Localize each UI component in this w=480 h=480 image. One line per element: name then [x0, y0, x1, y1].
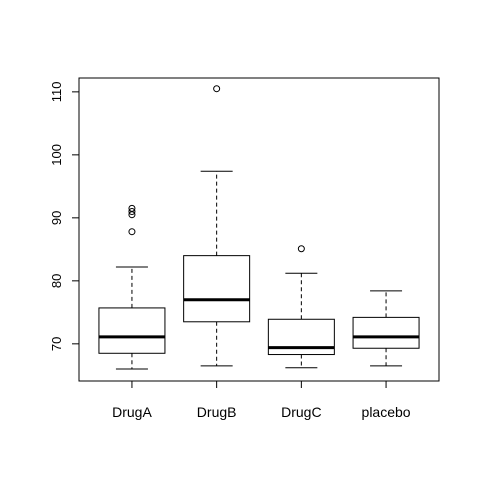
- iqr-box: [352, 316, 420, 349]
- outlier-point: [128, 204, 136, 212]
- box-series: [98, 85, 420, 370]
- y-tick-label: 90: [49, 211, 64, 225]
- x-tick-label: DrugA: [112, 404, 152, 420]
- x-tick-label: DrugB: [197, 404, 237, 420]
- iqr-box: [183, 255, 251, 323]
- y-tick-label: 80: [49, 274, 64, 288]
- x-tick-label: DrugC: [281, 404, 321, 420]
- box-placebo: [352, 290, 420, 367]
- iqr-box: [98, 307, 166, 354]
- x-tick-label: placebo: [362, 404, 411, 420]
- box-drugb: [183, 85, 251, 367]
- y-tick-label: 70: [49, 337, 64, 351]
- y-tick-label: 110: [49, 81, 64, 102]
- outlier-point: [128, 228, 136, 236]
- outlier-point: [213, 85, 221, 93]
- y-axis: 70 80 90 100 110: [49, 81, 80, 351]
- x-axis: DrugA DrugB DrugC placebo: [112, 380, 411, 420]
- box-drugc: [267, 245, 335, 369]
- iqr-box: [267, 318, 335, 356]
- box-druga: [98, 204, 166, 370]
- outlier-point: [128, 208, 136, 216]
- y-tick-label: 100: [49, 144, 64, 166]
- outlier-point: [297, 245, 305, 253]
